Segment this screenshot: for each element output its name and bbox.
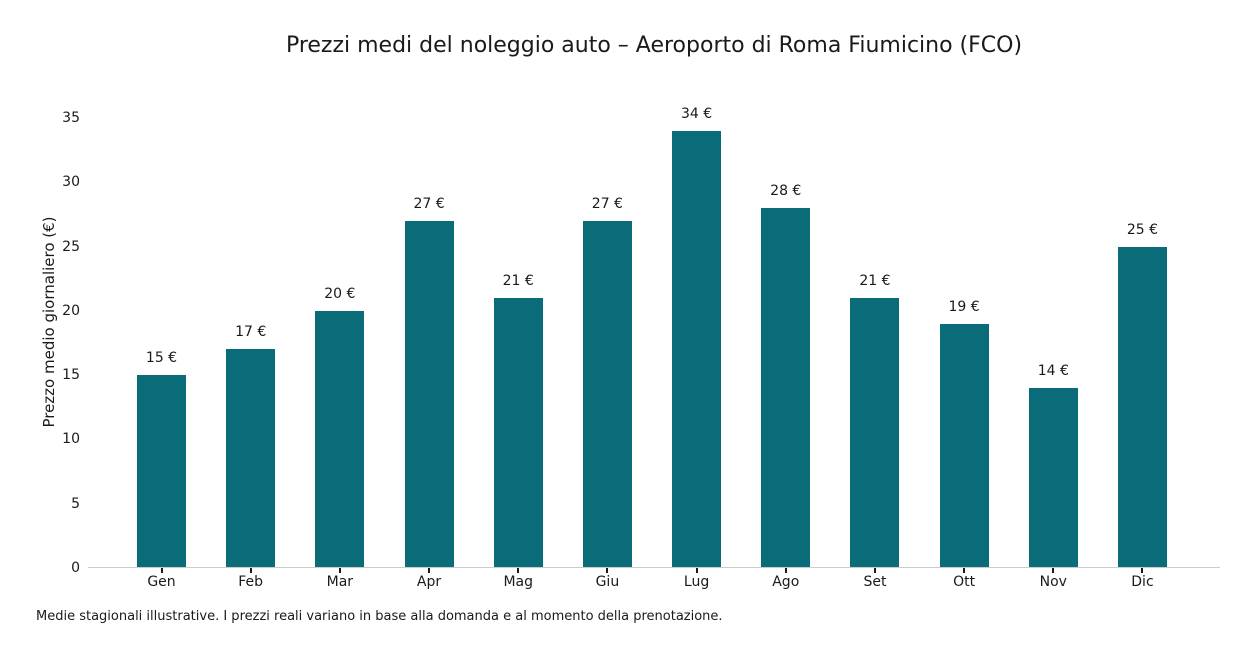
bar-set: [850, 298, 900, 568]
bar-value-label: 21 €: [859, 273, 891, 289]
x-axis-line: [88, 567, 1220, 569]
bar-value-label: 27 €: [413, 195, 445, 212]
x-tick-mark: [249, 568, 252, 573]
x-tick-label: Lug: [683, 574, 710, 590]
bar-value-label: 19 €: [948, 298, 980, 315]
bar-gen: [137, 375, 186, 568]
x-tick-mark: [606, 568, 609, 573]
bar-value-label: 25 €: [1126, 221, 1159, 238]
bar-value-label: 21 €: [502, 273, 534, 289]
x-tick-label: Ott: [953, 574, 976, 590]
bar-mar: [315, 310, 365, 568]
bar-apr: [404, 220, 454, 568]
bar-value-label: 17 €: [235, 324, 267, 341]
bar-value-label: 15 €: [145, 350, 178, 367]
y-tick-label: 25: [62, 238, 80, 255]
bar-nov: [1028, 388, 1078, 568]
x-tick-label: Mar: [326, 574, 354, 590]
bar-dic: [1117, 246, 1167, 568]
bar-lug: [672, 130, 722, 568]
bar-ott: [939, 323, 989, 568]
x-tick-mark: [338, 568, 341, 573]
bar-value-label: 34 €: [680, 105, 713, 122]
x-tick-label: Gen: [147, 574, 176, 590]
x-tick-mark: [428, 568, 431, 573]
x-tick-mark: [517, 568, 520, 573]
x-tick-label: Feb: [238, 574, 264, 590]
bar-feb: [226, 349, 276, 568]
chart-title: Prezzi medi del noleggio auto – Aeroport…: [285, 33, 1023, 58]
bar-giu: [582, 220, 632, 568]
bar-ago: [761, 208, 811, 568]
x-tick-label: Nov: [1039, 574, 1067, 590]
x-tick-label: Ago: [772, 574, 800, 590]
x-tick-label: Giu: [595, 574, 620, 590]
x-tick-mark: [784, 568, 787, 573]
x-tick-mark: [963, 568, 966, 573]
x-tick-label: Apr: [416, 574, 442, 590]
footnote: Medie stagionali illustrative. I prezzi …: [36, 609, 723, 624]
x-tick-mark: [1141, 568, 1144, 573]
x-tick-mark: [160, 568, 163, 573]
y-tick-label: 15: [62, 367, 80, 384]
bar-value-label: 28 €: [770, 183, 802, 199]
y-tick-label: 35: [62, 110, 80, 126]
x-tick-label: Mag: [503, 574, 533, 590]
y-tick-label: 5: [71, 495, 80, 512]
bar-mag: [493, 298, 543, 568]
y-tick-label: 0: [71, 560, 80, 576]
x-tick-mark: [695, 568, 698, 573]
x-tick-mark: [873, 568, 876, 573]
x-tick-label: Set: [863, 574, 887, 590]
bar-value-label: 27 €: [591, 195, 623, 212]
x-tick-label: Dic: [1131, 574, 1154, 590]
y-tick-label: 10: [62, 431, 80, 448]
x-tick-mark: [1052, 568, 1055, 573]
bar-value-label: 14 €: [1037, 363, 1069, 379]
y-tick-label: 30: [62, 174, 80, 191]
y-tick-label: 20: [62, 302, 80, 319]
bar-value-label: 20 €: [324, 285, 356, 302]
